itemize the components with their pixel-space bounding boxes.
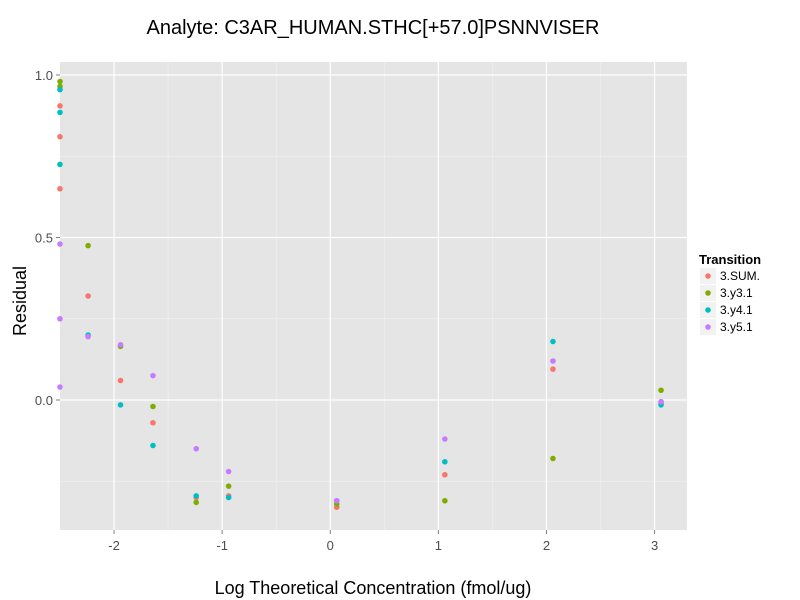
data-point (57, 78, 63, 85)
data-points (57, 78, 664, 511)
legend-key (705, 290, 711, 296)
legend-label: 3.y3.1 (720, 286, 753, 300)
data-point (150, 403, 156, 410)
data-point (225, 468, 232, 475)
data-point (57, 315, 63, 322)
x-axis-ticks: -2 -1 0 1 2 3 (108, 530, 658, 553)
y-tick-label: 0.0 (35, 393, 53, 408)
data-point (57, 109, 63, 116)
x-tick-label: 3 (651, 538, 658, 553)
x-tick-label: 2 (543, 538, 550, 553)
data-point (442, 436, 448, 442)
data-point (150, 419, 156, 426)
grid-lines (60, 62, 687, 530)
data-point (225, 483, 232, 489)
data-point (442, 458, 448, 465)
legend-label: 3.y5.1 (720, 320, 753, 334)
x-tick-label: -2 (108, 538, 120, 553)
data-point (57, 185, 63, 192)
legend-key (705, 273, 711, 279)
x-tick-label: 1 (435, 538, 442, 553)
data-point (85, 293, 91, 299)
data-point (442, 471, 448, 478)
data-point (57, 384, 63, 390)
data-point (550, 455, 556, 462)
chart-title: Analyte: C3AR_HUMAN.STHC[+57.0]PSNNVISER (147, 17, 600, 39)
y-tick-label: 0.5 (35, 231, 53, 246)
data-point (658, 398, 664, 405)
data-point (57, 133, 63, 140)
legend-label: 3.SUM. (720, 269, 760, 283)
data-point (85, 242, 91, 249)
data-point (117, 402, 124, 408)
data-point (117, 377, 124, 384)
legend-key (705, 324, 711, 330)
data-point (193, 445, 200, 452)
data-point (150, 372, 156, 379)
data-point (550, 366, 556, 372)
y-axis-ticks: 0.0 0.5 1.0 (35, 68, 60, 408)
legend-label: 3.y4.1 (720, 303, 753, 317)
data-point (57, 241, 63, 247)
data-point (117, 341, 124, 348)
x-tick-label: 0 (327, 538, 334, 553)
y-axis-title: Residual (10, 266, 30, 336)
data-point (193, 493, 200, 499)
data-point (57, 161, 63, 168)
legend-title: Transition (699, 252, 761, 267)
data-point (225, 494, 232, 501)
y-tick-label: 1.0 (35, 68, 53, 83)
data-point (57, 103, 63, 109)
data-point (550, 338, 556, 345)
data-point (193, 499, 200, 506)
legend-key (705, 307, 711, 313)
data-point (658, 387, 664, 394)
x-axis-title: Log Theoretical Concentration (fmol/ug) (215, 578, 532, 598)
data-point (550, 358, 556, 364)
plot-panel (60, 62, 687, 530)
data-point (85, 333, 91, 340)
x-tick-label: -1 (216, 538, 228, 553)
data-point (150, 442, 156, 449)
legend: Transition 3.SUM. 3.y3.1 3.y4.1 3.y5.1 (699, 252, 761, 335)
data-point (442, 497, 448, 504)
data-point (333, 497, 340, 504)
data-point (57, 86, 63, 93)
